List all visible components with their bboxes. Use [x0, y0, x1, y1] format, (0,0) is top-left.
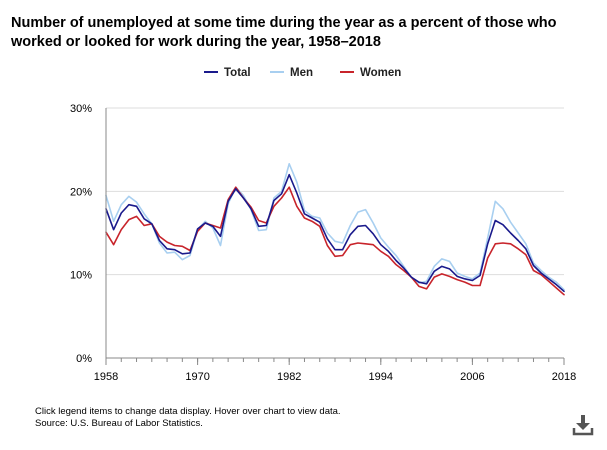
x-tick-label: 1958 [94, 371, 118, 383]
series-layer [105, 163, 565, 296]
legend-label: Women [360, 67, 401, 79]
axes: 0% 10% 20% 30% 1958 1970 1982 1994 2006 2018 [70, 103, 576, 383]
grid-lines [106, 107, 564, 276]
x-tick-label: 1982 [277, 371, 301, 383]
footnote-source: Source: U.S. Bureau of Labor Statistics. [35, 418, 203, 429]
legend-item-women[interactable]: Women [340, 67, 401, 79]
series-line-women[interactable] [105, 186, 565, 296]
x-tick-label: 2018 [552, 371, 576, 383]
y-tick-label: 20% [70, 186, 92, 198]
y-tick-label: 30% [70, 103, 92, 115]
legend-label: Men [290, 67, 313, 79]
y-tick-label: 0% [76, 353, 92, 365]
footnote: Click legend items to change data displa… [35, 406, 341, 430]
x-tick-label: 2006 [460, 371, 484, 383]
download-icon [572, 415, 594, 436]
chart-title: Number of unemployed at some time during… [11, 15, 557, 50]
legend-item-total[interactable]: Total [204, 67, 251, 79]
footnote-instructions: Click legend items to change data displa… [35, 406, 341, 417]
x-tick-label: 1994 [369, 371, 393, 383]
legend: Total Men Women [204, 67, 401, 79]
legend-item-men[interactable]: Men [270, 67, 313, 79]
y-tick-label: 10% [70, 270, 92, 282]
series-line-men[interactable] [105, 163, 565, 291]
series-line-total[interactable] [105, 173, 565, 293]
x-tick-label: 1970 [185, 371, 209, 383]
line-chart[interactable]: Total Men Women 0% 10% 20% 30% 1958 1970 1982 199… [0, 0, 607, 400]
legend-label: Total [224, 67, 251, 79]
download-button[interactable] [572, 413, 594, 437]
